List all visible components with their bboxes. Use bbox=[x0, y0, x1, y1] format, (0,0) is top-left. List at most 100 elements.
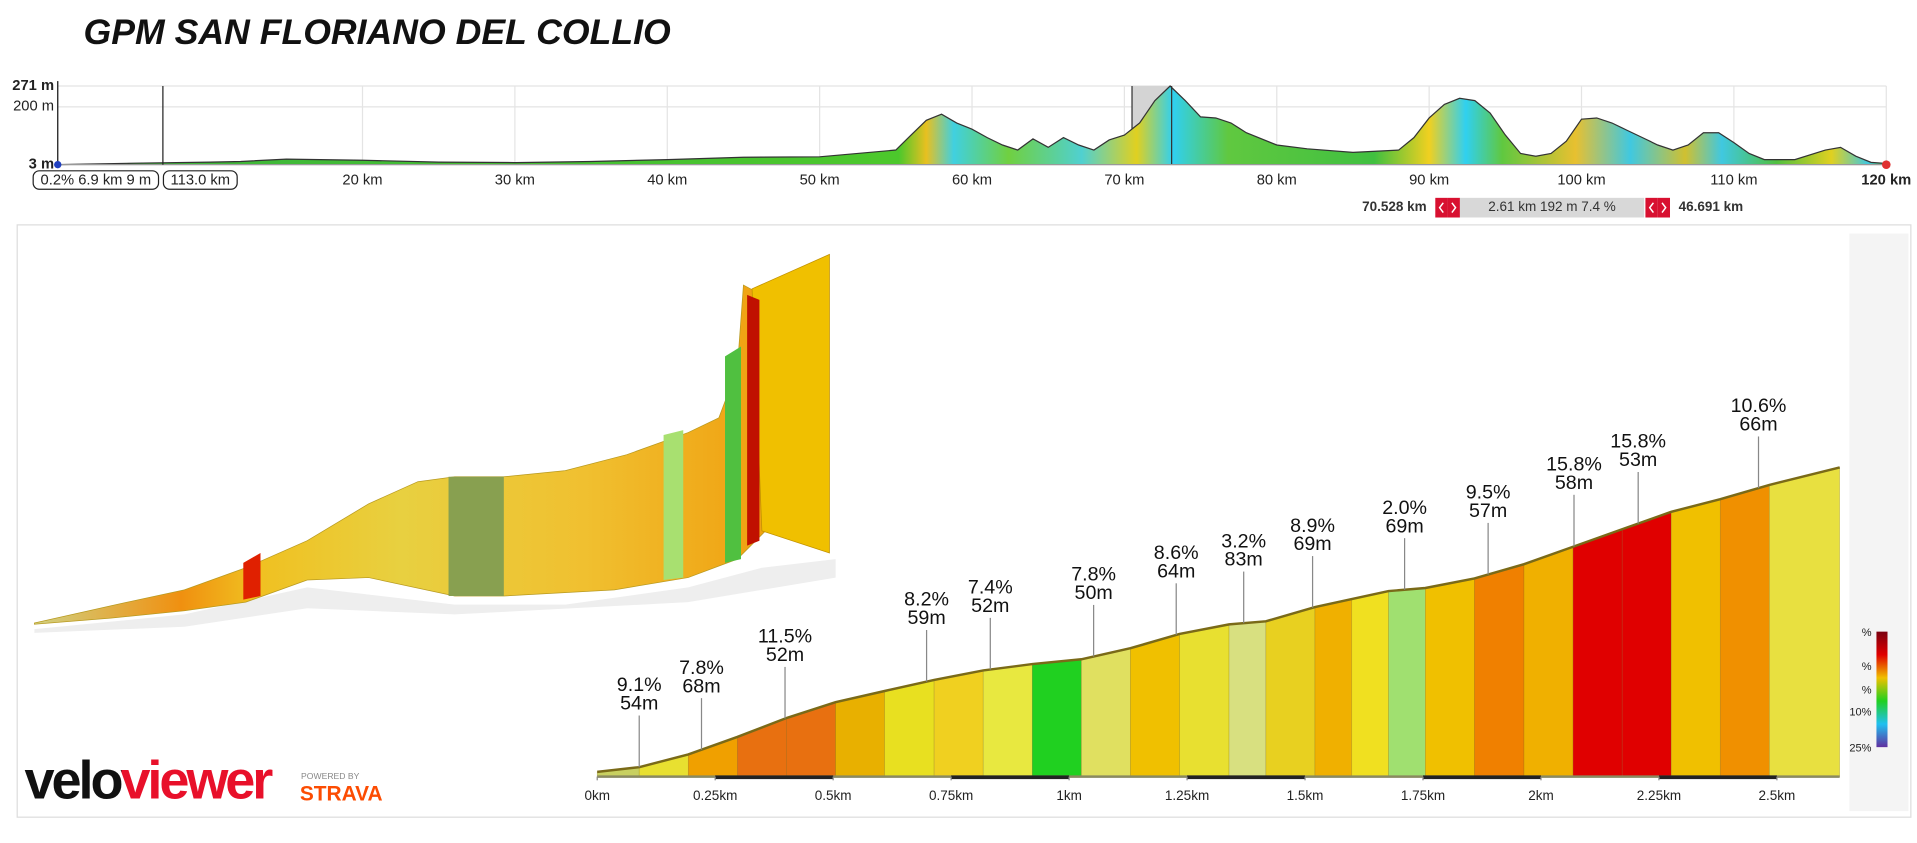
x-tick-label: 80 km bbox=[1257, 173, 1297, 189]
cursor-box bbox=[32, 170, 160, 190]
x-tick-label: 120 km bbox=[1861, 173, 1911, 189]
logo-powered: POWERED BY bbox=[301, 771, 360, 781]
x-tick-label: 2.5km bbox=[1759, 788, 1796, 803]
grade-strip bbox=[1179, 624, 1230, 777]
y-tick-label: 3 m bbox=[29, 157, 54, 173]
3d-view bbox=[34, 253, 836, 633]
legend-label: 10% bbox=[1849, 707, 1871, 719]
grade-strip bbox=[1425, 578, 1475, 777]
selection-summary: 2.61 km 192 m 7.4 % bbox=[1488, 199, 1616, 214]
x-tick-label: 40 km bbox=[647, 173, 687, 189]
selection-start: 70.528 km bbox=[1362, 199, 1427, 214]
annotation-grade: 8.6% bbox=[1154, 542, 1199, 564]
annotation-length: 50m bbox=[1075, 582, 1113, 604]
annotation-grade: 15.8% bbox=[1610, 431, 1666, 453]
legend-colorbar bbox=[1876, 631, 1888, 748]
annotation-length: 69m bbox=[1385, 515, 1423, 537]
nudge-button[interactable] bbox=[1657, 197, 1671, 218]
nudge-button[interactable] bbox=[1435, 197, 1448, 218]
annotation-length: 52m bbox=[971, 595, 1009, 617]
legend-label: % bbox=[1862, 685, 1872, 697]
grade-strip bbox=[1228, 620, 1267, 777]
grade-strip bbox=[1474, 563, 1525, 777]
x-tick-label: 0.5km bbox=[815, 788, 852, 803]
x-tick-label: 0km bbox=[584, 788, 610, 803]
annotation-grade: 9.5% bbox=[1466, 482, 1511, 504]
annotation-grade: 7.8% bbox=[1071, 564, 1116, 586]
grade-strip bbox=[1670, 498, 1721, 777]
x-tick-label: 90 km bbox=[1409, 173, 1449, 189]
x-tick-label: 1.25km bbox=[1165, 788, 1209, 803]
x-tick-label: 1.75km bbox=[1401, 788, 1445, 803]
x-tick-label: 30 km bbox=[495, 173, 535, 189]
distance-band bbox=[1187, 775, 1306, 780]
x-tick-label: 110 km bbox=[1710, 173, 1757, 189]
nudge-button[interactable] bbox=[1645, 197, 1658, 218]
distance-band bbox=[1423, 775, 1541, 780]
profile-line bbox=[597, 466, 1841, 774]
grade-strip bbox=[982, 663, 1033, 777]
nudge-button[interactable] bbox=[1447, 197, 1460, 218]
annotation-grade: 7.8% bbox=[679, 657, 724, 679]
grade-strip bbox=[1769, 467, 1840, 777]
legend-label: 25% bbox=[1849, 742, 1871, 754]
annotation-length: 59m bbox=[907, 607, 945, 629]
x-tick-label: 1km bbox=[1056, 788, 1082, 803]
grade-strip bbox=[1130, 633, 1180, 777]
x-tick-label: 0.25km bbox=[693, 788, 737, 803]
distance-band bbox=[715, 775, 834, 780]
nudge-arrow bbox=[1438, 202, 1444, 214]
cursor-box bbox=[162, 170, 238, 190]
x-tick-label: 2km bbox=[1528, 788, 1554, 803]
grade-strip bbox=[1314, 598, 1353, 777]
annotation-grade: 15.8% bbox=[1546, 453, 1602, 475]
grade-strip bbox=[835, 690, 885, 777]
cursor-label: 0.2% 6.9 km 9 m bbox=[41, 173, 152, 189]
annotation-grade: 3.2% bbox=[1221, 530, 1266, 552]
grade-strip bbox=[884, 679, 935, 777]
annotation-grade: 8.9% bbox=[1290, 515, 1335, 537]
x-tick-label: 1.5km bbox=[1287, 788, 1324, 803]
grade-strip bbox=[1031, 658, 1082, 777]
distance-band bbox=[951, 775, 1070, 780]
selection-summary-box bbox=[1459, 197, 1645, 218]
nudge-arrow bbox=[1661, 202, 1667, 214]
elevation-line bbox=[57, 85, 1887, 166]
x-tick-label: 70 km bbox=[1104, 173, 1144, 189]
annotation-grade: 7.4% bbox=[968, 577, 1013, 599]
grade-strip bbox=[1621, 511, 1672, 777]
finish-marker bbox=[1881, 160, 1891, 169]
annotation-grade: 8.2% bbox=[904, 589, 949, 611]
y-tick-label: 200 m bbox=[13, 99, 54, 115]
annotation-grade: 11.5% bbox=[758, 626, 812, 648]
annotation-length: 52m bbox=[766, 644, 804, 666]
annotation-length: 83m bbox=[1225, 549, 1263, 571]
grade-strip bbox=[1572, 528, 1623, 777]
annotation-grade: 9.1% bbox=[617, 674, 662, 696]
start-marker bbox=[54, 160, 62, 169]
nudge-arrow bbox=[1648, 202, 1655, 214]
y-tick-label: 271 m bbox=[12, 78, 54, 94]
annotation-length: 57m bbox=[1469, 500, 1507, 522]
x-tick-label: 50 km bbox=[800, 173, 840, 189]
annotation-length: 64m bbox=[1157, 560, 1195, 582]
x-tick-label: 60 km bbox=[952, 173, 992, 189]
x-tick-label: 0.75km bbox=[929, 788, 973, 803]
cursor-remaining: 113.0 km bbox=[171, 173, 231, 189]
x-tick-label: 20 km bbox=[342, 173, 382, 189]
annotation-length: 54m bbox=[620, 693, 658, 715]
annotation-grade: 10.6% bbox=[1731, 395, 1787, 417]
grade-strip bbox=[1081, 647, 1131, 777]
grade-strip bbox=[1265, 606, 1316, 777]
annotation-length: 66m bbox=[1739, 414, 1777, 436]
distance-band bbox=[1658, 775, 1777, 780]
annotation-length: 58m bbox=[1555, 472, 1593, 494]
annotation-length: 69m bbox=[1293, 533, 1331, 555]
x-tick-label: 2.25km bbox=[1637, 788, 1681, 803]
elevation-area bbox=[57, 86, 1887, 165]
title: GPM SAN FLORIANO DEL COLLIO bbox=[84, 12, 671, 52]
annotation-grade: 2.0% bbox=[1382, 497, 1427, 519]
legend-label: % bbox=[1862, 661, 1872, 673]
